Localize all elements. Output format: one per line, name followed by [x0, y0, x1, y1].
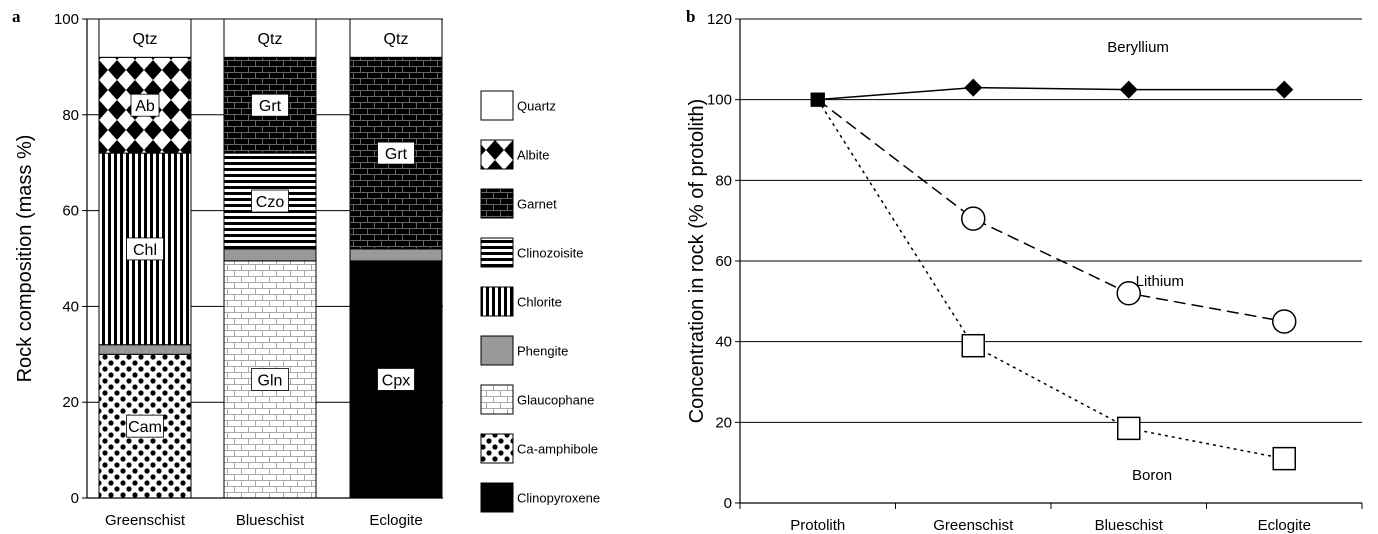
legend-label-chlorite: Chlorite: [517, 295, 562, 310]
data-point-beryllium: [964, 78, 983, 97]
y-tick-label-a: 40: [62, 298, 79, 315]
panel-b-line-chart: b 0 20 40 60 80 100 120 Protolith Greenschist Blue…: [686, 7, 1363, 534]
panel-a-stacked-bar-chart: a 0 20 40 60 80 100 Cam Chl Ab Qtz Greenschist Gln Cz…: [12, 7, 600, 529]
x-tick-label-b: Eclogite: [1258, 517, 1311, 534]
series-label-lithium: Lithium: [1136, 273, 1184, 290]
y-tick-label-b: 20: [715, 414, 732, 431]
segment-label-eclogite-cpx: Cpx: [382, 372, 410, 389]
y-tick-label-b: 80: [715, 172, 732, 189]
data-point-lithium: [961, 206, 986, 231]
segment-label-box: [251, 189, 289, 213]
segment-label-box: [251, 368, 289, 391]
legend-swatch-ca-amphibole: [480, 433, 514, 464]
segment-label-box: [126, 27, 164, 50]
y-axis-title-a: Rock composition (mass %): [14, 135, 36, 383]
segment-label-box: [126, 414, 164, 438]
x-tick-label-b: Blueschist: [1095, 517, 1164, 534]
segment-label-box: [377, 27, 415, 50]
data-point-lithium: [1116, 281, 1141, 306]
legend-label-clinozoisite: Clinozoisite: [517, 246, 583, 261]
y-tick-label-a: 100: [54, 11, 79, 28]
x-tick-label-a: Eclogite: [369, 512, 422, 529]
y-axis-title-b: Concentration in rock (% of protolith): [686, 99, 708, 424]
bar-segment-blueschist-quartz: [223, 18, 317, 58]
y-tick-label-a: 20: [62, 394, 79, 411]
segment-label-blueschist-czo: Czo: [256, 194, 285, 211]
panel-b-label: b: [686, 7, 695, 26]
legend-swatch-albite: [480, 139, 514, 170]
segment-label-eclogite-qtz: Qtz: [384, 31, 409, 48]
series-line-beryllium: [817, 86, 1285, 101]
y-tick-label-a: 0: [71, 490, 79, 507]
legend-label-quartz: Quartz: [517, 99, 556, 114]
legend-label-albite: Albite: [517, 148, 550, 163]
series-label-boron: Boron: [1132, 467, 1172, 484]
segment-label-box: [130, 93, 160, 117]
data-point-boron: [961, 333, 985, 358]
data-point-beryllium: [1119, 80, 1138, 99]
segment-label-box: [126, 237, 164, 261]
y-tick-label-a: 80: [62, 107, 79, 124]
panel-a-label: a: [12, 7, 21, 26]
x-tick-label-a: Greenschist: [105, 512, 186, 529]
series-line-lithium: [817, 99, 1285, 323]
legend-label-phengite: Phengite: [517, 344, 568, 359]
legend-swatch-clinopyroxene: [480, 482, 514, 513]
legend-swatch-chlorite: [480, 286, 514, 317]
data-point-lithium: [1272, 309, 1297, 334]
x-tick-label-a: Blueschist: [236, 512, 305, 529]
data-point-boron: [810, 92, 825, 107]
bar-segment-greenschist-phengite: [98, 344, 192, 355]
legend-swatch-phengite: [480, 335, 514, 366]
legend-label-garnet: Garnet: [517, 197, 557, 212]
legend-swatch-garnet: [480, 188, 514, 219]
y-tick-label-b: 0: [724, 495, 732, 512]
legend-label-glaucophane: Glaucophane: [517, 393, 594, 408]
segment-label-greenschist-qtz: Qtz: [133, 31, 158, 48]
bar-segment-eclogite-phengite: [349, 248, 443, 262]
y-tick-label-b: 60: [715, 253, 732, 270]
series-label-beryllium: Beryllium: [1107, 39, 1169, 56]
series-line-boron: [817, 99, 1285, 460]
segment-label-greenschist-chl: Chl: [133, 242, 157, 259]
data-point-beryllium: [1275, 80, 1294, 99]
segment-label-blueschist-gln: Gln: [258, 372, 283, 389]
segment-label-greenschist-cam: Cam: [128, 419, 162, 436]
y-tick-label-b: 40: [715, 334, 732, 351]
segment-label-box: [377, 368, 415, 391]
y-tick-label-b: 120: [707, 11, 732, 28]
segment-label-eclogite-grt: Grt: [385, 146, 408, 163]
legend-label-ca-amphibole: Ca-amphibole: [517, 442, 598, 457]
legend-swatch-clinozoisite: [480, 237, 514, 268]
data-point-boron: [1272, 446, 1296, 471]
segment-label-box: [251, 27, 289, 50]
data-point-boron: [1117, 416, 1141, 441]
y-tick-label-a: 60: [62, 203, 79, 220]
segment-label-blueschist-grt: Grt: [259, 98, 282, 115]
y-tick-label-b: 100: [707, 92, 732, 109]
x-tick-label-b: Protolith: [790, 517, 845, 534]
segment-label-box: [377, 141, 415, 165]
segment-label-blueschist-qtz: Qtz: [258, 31, 283, 48]
legend-swatch-quartz: [480, 90, 514, 121]
segment-label-box: [251, 93, 289, 117]
segment-label-greenschist-ab: Ab: [135, 98, 155, 115]
bar-segment-blueschist-phengite: [223, 248, 317, 262]
legend-swatch-glaucophane: [480, 384, 514, 415]
x-tick-label-b: Greenschist: [933, 517, 1014, 534]
legend-label-clinopyroxene: Clinopyroxene: [517, 491, 600, 506]
